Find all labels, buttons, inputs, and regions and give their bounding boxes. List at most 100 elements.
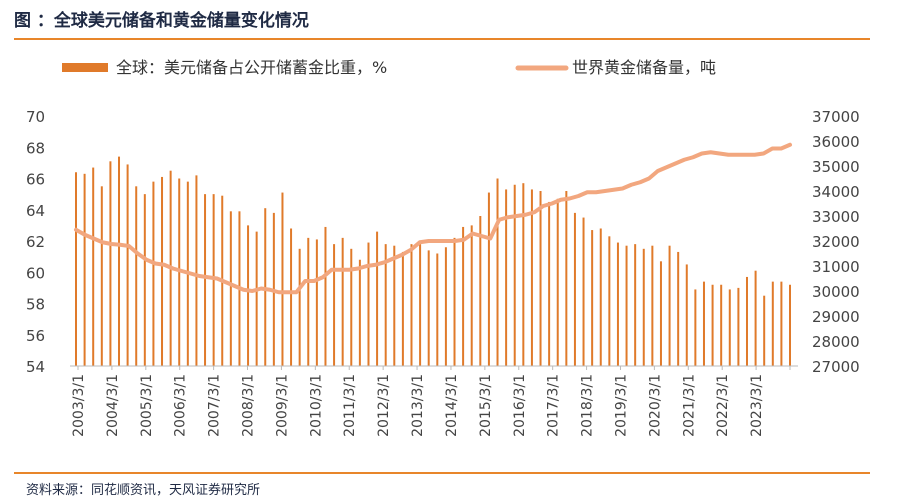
bar-dollar-share (530, 189, 533, 366)
bar-dollar-share (642, 248, 645, 366)
bar-dollar-share (720, 284, 723, 366)
bar-dollar-share (307, 237, 310, 366)
right-tick-label: 37000 (812, 108, 860, 126)
bar-dollar-share (522, 183, 525, 366)
bar-dollar-share (789, 284, 791, 366)
right-tick-label: 34000 (812, 183, 860, 201)
footer-divider (14, 472, 870, 474)
x-tick-label: 2006/3/1 (173, 374, 189, 437)
x-tick-label: 2010/3/1 (308, 374, 324, 437)
bar-dollar-share (634, 244, 637, 366)
left-tick-label: 54 (26, 358, 45, 376)
bar-dollar-share (83, 173, 86, 366)
legend-line-label: 世界黄金储备量，吨 (572, 58, 716, 77)
bar-dollar-share (376, 231, 379, 366)
gold-reserves-line (74, 142, 792, 295)
x-tick-label: 2004/3/1 (105, 374, 121, 437)
source-note: 资料来源：同花顺资讯，天风证券研究所 (26, 483, 261, 498)
bar-dollar-share (100, 186, 103, 366)
left-tick-label: 60 (26, 264, 45, 282)
right-tick-label: 36000 (812, 133, 860, 151)
bar-dollar-share (780, 281, 783, 367)
bar-dollar-share (487, 192, 490, 366)
x-tick-label: 2021/3/1 (681, 374, 697, 437)
bar-dollar-share (247, 225, 250, 367)
right-tick-label: 27000 (812, 358, 860, 376)
x-tick-label: 2005/3/1 (139, 374, 155, 437)
bar-dollar-share (333, 244, 336, 366)
x-tick-label: 2015/3/1 (478, 374, 494, 437)
left-tick-label: 64 (26, 202, 45, 220)
bar-dollar-share (401, 251, 404, 366)
x-tick-label: 2012/3/1 (376, 374, 392, 437)
bar-dollar-share (290, 228, 293, 366)
bar-dollar-share (608, 236, 611, 366)
x-tick-label: 2022/3/1 (715, 374, 731, 437)
left-tick-label: 66 (26, 171, 45, 189)
bar-dollar-share (470, 225, 473, 367)
right-tick-label: 35000 (812, 158, 860, 176)
bar-dollar-share (453, 237, 456, 366)
bar-dollar-share (728, 289, 731, 366)
bar-dollar-share (702, 281, 705, 367)
bar-dollar-share (659, 261, 662, 366)
bar-dollar-share (737, 287, 740, 367)
right-tick-label: 33000 (812, 208, 860, 226)
left-tick-label: 70 (26, 108, 45, 126)
bar-dollar-share (410, 244, 413, 366)
bar-dollar-share (771, 281, 774, 367)
bar-dollar-share (513, 184, 516, 366)
bar-dollar-share (556, 198, 559, 366)
bar-dollar-share (161, 176, 164, 366)
x-tick-label: 2011/3/1 (342, 374, 358, 437)
bar-dollar-share (393, 245, 396, 366)
bar-dollar-share (754, 270, 757, 366)
left-tick-label: 62 (26, 233, 45, 251)
bar-dollar-share (539, 191, 542, 366)
bar-dollar-share (573, 212, 576, 366)
x-tick-label: 2020/3/1 (647, 374, 663, 437)
bar-dollar-share (599, 228, 602, 366)
bar-dollar-share (625, 245, 628, 366)
title-divider (14, 38, 870, 40)
chart: 全球：美元储备占公开储蓄金比重，% 世界黄金储备量，吨 70 68 66 64 62 60… (26, 58, 860, 437)
bar-dollar-share (298, 248, 301, 366)
bar-dollar-share (281, 192, 284, 366)
bar-dollar-share (367, 242, 370, 366)
bar-dollar-share (436, 253, 439, 366)
bar-dollar-share (92, 167, 95, 366)
bar-dollar-share (582, 217, 585, 366)
bar-dollar-share (324, 226, 327, 366)
bar-dollar-share (315, 239, 318, 366)
right-tick-label: 30000 (812, 283, 860, 301)
x-tick-label: 2008/3/1 (241, 374, 257, 437)
bar-dollar-share (384, 244, 387, 366)
bar-dollar-share (444, 247, 447, 366)
chart-title: 图 ：全球美元储备和黄金储量变化情况 (14, 11, 309, 31)
x-tick-label: 2019/3/1 (613, 374, 629, 437)
x-tick-label: 2014/3/1 (444, 374, 460, 437)
bar-dollar-share (548, 201, 551, 366)
left-tick-label: 68 (26, 139, 45, 157)
bar-dollar-share (591, 230, 594, 366)
bar-dollar-share (427, 250, 430, 366)
bar-dollar-share (651, 245, 654, 366)
x-tick-label: 2007/3/1 (207, 374, 223, 437)
legend-bar-swatch (62, 63, 108, 72)
bar-dollar-share (763, 295, 766, 366)
right-tick-label: 29000 (812, 308, 860, 326)
bar-dollar-share (677, 251, 680, 366)
x-tick-label: 2023/3/1 (749, 374, 765, 437)
legend: 全球：美元储备占公开储蓄金比重，% 世界黄金储备量，吨 (62, 58, 716, 77)
bar-dollar-share (745, 276, 748, 366)
bar-dollar-share (341, 237, 344, 366)
bar-dollar-share (143, 194, 146, 367)
bar-dollar-share (419, 244, 422, 366)
bar-dollar-share (711, 284, 714, 366)
bar-dollar-share (126, 164, 129, 366)
bar-series (75, 156, 791, 367)
bar-dollar-share (135, 186, 138, 366)
left-tick-label: 58 (26, 296, 45, 314)
bar-dollar-share (75, 172, 77, 366)
right-axis-ticks: 37000 36000 35000 34000 33000 32000 31000 30000… (812, 108, 860, 376)
